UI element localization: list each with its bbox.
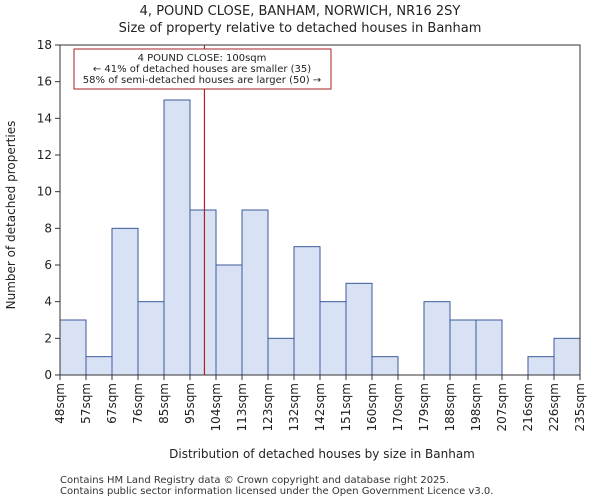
x-tick-label-235sqm: 235sqm <box>573 383 587 431</box>
x-tick-label-198sqm: 198sqm <box>469 383 483 431</box>
x-tick-label-48sqm: 48sqm <box>53 383 67 424</box>
y-tick-label: 10 <box>37 185 52 199</box>
x-tick-label-67sqm: 67sqm <box>105 383 119 424</box>
footer-line1: Contains HM Land Registry data © Crown c… <box>60 475 449 486</box>
x-tick-label-226sqm: 226sqm <box>547 383 561 431</box>
annotation-line1: 4 POUND CLOSE: 100sqm <box>138 53 267 64</box>
annotation-line3: 58% of semi-detached houses are larger (… <box>83 75 321 86</box>
bar-216sqm <box>527 356 555 376</box>
y-tick-label: 2 <box>44 331 52 345</box>
x-tick-label-76sqm: 76sqm <box>131 383 145 424</box>
y-tick-label: 16 <box>37 75 52 89</box>
bars-group <box>59 99 581 376</box>
y-tick-label: 6 <box>44 258 52 272</box>
bar-67sqm <box>111 227 139 376</box>
bar-48sqm <box>59 319 87 376</box>
chart-title-line2: Size of property relative to detached ho… <box>119 21 482 36</box>
x-tick-label-160sqm: 160sqm <box>365 383 379 431</box>
annotation-box <box>73 48 332 90</box>
y-tick-label: 12 <box>37 148 52 162</box>
x-tick-label-132sqm: 132sqm <box>287 383 301 431</box>
x-tick-label-179sqm: 179sqm <box>417 383 431 431</box>
x-tick-label-188sqm: 188sqm <box>443 383 457 431</box>
bar-179sqm <box>423 301 451 376</box>
bar-85sqm <box>163 99 191 376</box>
bar-188sqm <box>449 319 477 376</box>
y-tick-label: 14 <box>37 111 52 125</box>
x-axis-label: Distribution of detached houses by size … <box>169 447 475 461</box>
x-tick-label-151sqm: 151sqm <box>339 383 353 431</box>
y-tick-label: 18 <box>37 38 52 52</box>
annotation-line2: ← 41% of detached houses are smaller (35… <box>93 64 311 75</box>
bar-151sqm <box>345 282 373 376</box>
bar-198sqm <box>475 319 503 376</box>
y-axis-label: Number of detached properties <box>4 121 18 310</box>
bar-226sqm <box>553 337 581 376</box>
bar-57sqm <box>85 356 113 376</box>
bar-95sqm <box>189 209 217 376</box>
x-tick-label-57sqm: 57sqm <box>79 383 93 424</box>
x-tick-label-85sqm: 85sqm <box>157 383 171 424</box>
x-tick-label-170sqm: 170sqm <box>391 383 405 431</box>
bar-160sqm <box>371 356 399 376</box>
x-tick-label-207sqm: 207sqm <box>495 383 509 431</box>
x-tick-label-113sqm: 113sqm <box>235 383 249 431</box>
footer-line2: Contains public sector information licen… <box>60 486 493 497</box>
y-tick-label: 0 <box>44 368 52 382</box>
bar-142sqm <box>319 301 347 376</box>
bar-113sqm <box>241 209 269 376</box>
bar-123sqm <box>267 337 295 376</box>
bar-132sqm <box>293 246 321 376</box>
plot-frame <box>59 44 581 376</box>
y-tick-label: 4 <box>44 295 52 309</box>
chart-title-line1: 4, POUND CLOSE, BANHAM, NORWICH, NR16 2S… <box>140 4 461 19</box>
x-tick-label-104sqm: 104sqm <box>209 383 223 431</box>
x-tick-label-123sqm: 123sqm <box>261 383 275 431</box>
x-tick-label-95sqm: 95sqm <box>183 383 197 424</box>
y-ticks-group: 0 2 4 6 8 10 12 14 16 18 <box>37 38 60 382</box>
bar-104sqm <box>215 264 243 376</box>
x-tick-label-216sqm: 216sqm <box>521 383 535 431</box>
y-tick-label: 8 <box>44 221 52 235</box>
x-ticks-group: 48sqm 57sqm 67sqm 76sqm 85sqm 95sqm 104sqm 113s… <box>53 375 587 431</box>
x-tick-label-142sqm: 142sqm <box>313 383 327 431</box>
bar-76sqm <box>137 301 165 376</box>
